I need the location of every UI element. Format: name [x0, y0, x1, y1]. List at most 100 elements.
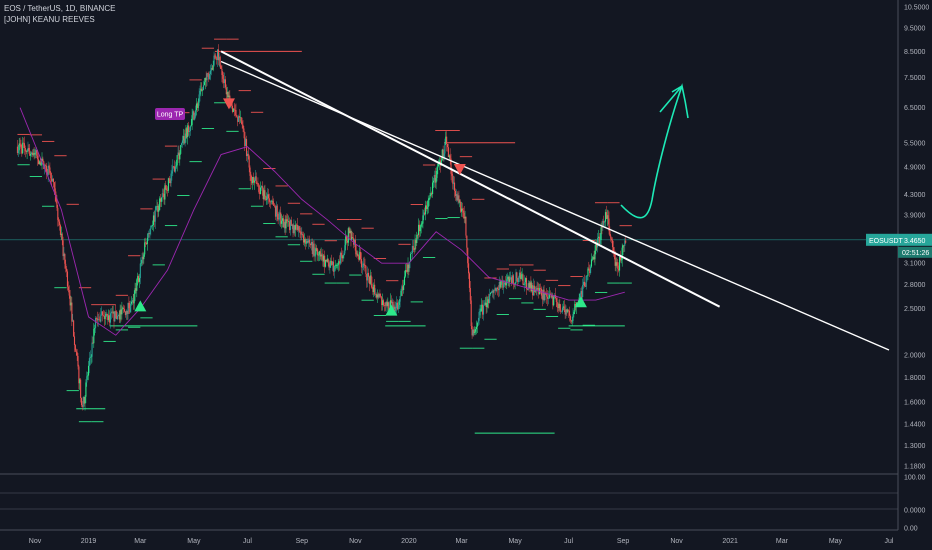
candle-body [245, 139, 247, 147]
candle-body [544, 293, 546, 301]
candle-body [534, 289, 536, 292]
candle-body [272, 201, 274, 205]
candle-body [141, 256, 143, 264]
candle-body [53, 182, 55, 189]
candle-body [97, 318, 99, 321]
x-tick-label: 2020 [401, 538, 417, 545]
candle-body [290, 220, 292, 226]
candle-body [98, 318, 100, 320]
candle-body [477, 320, 479, 323]
candle-body [172, 166, 174, 172]
candle-body [52, 178, 54, 183]
candle-body [28, 147, 30, 151]
candle-body [227, 91, 229, 98]
candle-body [348, 228, 350, 234]
candle-body [508, 276, 510, 282]
candle-body [21, 148, 23, 154]
candle-body [68, 290, 70, 296]
candle-body [35, 150, 37, 153]
candle-body [335, 265, 337, 266]
candle-body [567, 310, 569, 312]
candle-body [38, 161, 40, 164]
candle-body [166, 190, 169, 191]
candle-body [61, 233, 63, 241]
candle-body [408, 264, 410, 269]
candle-body [487, 299, 489, 303]
candle-body [304, 239, 306, 244]
candle-body [102, 315, 105, 316]
candle-body [223, 78, 225, 84]
y-tick-label: 1.8000 [904, 375, 926, 382]
candle-body [480, 308, 482, 312]
candle-body [220, 66, 222, 69]
candle-body [208, 73, 210, 80]
candle-body [201, 88, 203, 91]
candle-body [80, 398, 83, 406]
candle-body [360, 259, 363, 268]
support-resistance-levels [17, 38, 632, 434]
candle-body [505, 281, 507, 286]
candle-body [236, 115, 238, 117]
candle-body [358, 256, 360, 260]
candle-body [285, 219, 287, 229]
candle-body [449, 155, 451, 159]
candle-body [58, 219, 60, 222]
y-tick-label: 4.3000 [904, 192, 926, 199]
candle-body [519, 272, 521, 279]
candle-body [538, 289, 540, 295]
candle-body [162, 193, 164, 194]
candle-body [37, 159, 40, 164]
candle-body [548, 293, 550, 298]
x-tick-label: Nov [670, 538, 683, 545]
candle-body [287, 220, 289, 222]
candle-body [616, 262, 618, 266]
candle-body [178, 152, 180, 160]
candle-body [510, 277, 512, 280]
candle-body [512, 275, 514, 284]
candle-body [488, 299, 490, 304]
candle-body [444, 143, 446, 154]
candle-body [568, 310, 570, 311]
candle-body [63, 253, 65, 257]
candle-body [368, 276, 370, 284]
sell-signal-triangle [222, 98, 235, 110]
candle-body [320, 254, 322, 257]
candle-body [157, 206, 159, 212]
candle-body [160, 197, 162, 202]
candle-body [84, 396, 86, 404]
candle-body [50, 172, 52, 179]
candle-body [114, 311, 116, 322]
candle-body [111, 311, 113, 313]
axes: 10.5000 9.5000 8.5000 7.5000 6.5000 5.5000 4.9… [29, 5, 930, 546]
candle-body [435, 177, 437, 183]
candle-body [113, 311, 115, 322]
candle-body [448, 155, 450, 158]
candle-body [248, 156, 250, 168]
candle-body [100, 314, 102, 322]
signal-markers [134, 98, 587, 316]
candle-body [436, 167, 438, 178]
candle-body [551, 294, 553, 298]
candle-body [586, 275, 588, 277]
candle-body [72, 320, 74, 322]
candle-body [611, 238, 613, 241]
price-tag-text: 3.4650 [904, 238, 926, 245]
candle-body [125, 310, 127, 316]
candle-body [73, 320, 75, 337]
candle-body [607, 215, 609, 219]
candle-body [203, 82, 205, 86]
candle-body [336, 264, 338, 266]
candle-body [277, 214, 279, 220]
candle-body [604, 212, 607, 222]
candle-body [342, 255, 344, 259]
candle-body [169, 181, 171, 184]
candle-body [183, 136, 185, 144]
candle-body [95, 318, 97, 319]
candle-body [410, 253, 413, 254]
candle-body [192, 111, 194, 116]
candle-body [354, 239, 356, 251]
candle-body [518, 272, 521, 278]
candle-body [465, 216, 467, 236]
candle-body [409, 261, 411, 269]
